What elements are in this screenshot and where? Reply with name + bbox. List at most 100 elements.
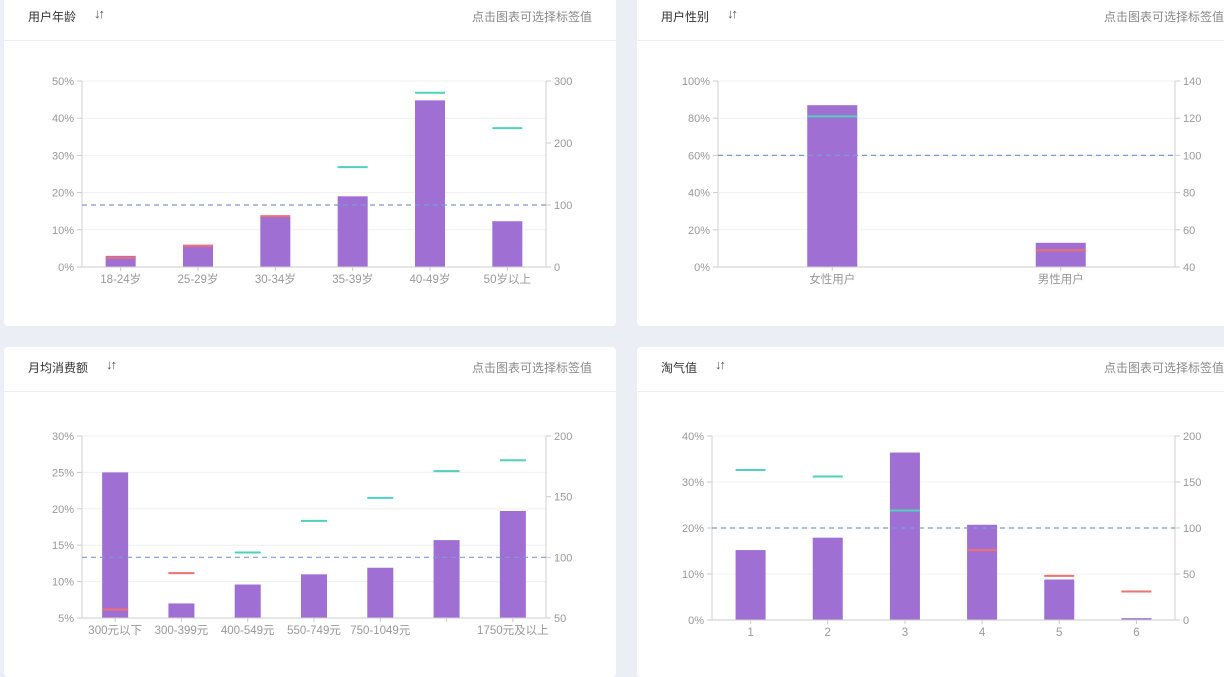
y-tick-label: 25% [52,467,74,479]
card-header: 用户年龄 ↓↑ 点击图表可选择标签值 [4,0,616,41]
bar [415,100,445,268]
sort-icon[interactable]: ↓↑ [727,6,738,21]
y-tick-label: 50% [52,76,74,88]
bar [337,196,368,267]
bar [499,510,526,618]
select-label-hint[interactable]: 点击图表可选择标签值 [1104,361,1224,375]
card-title: 月均消费额 [28,361,89,375]
bar [102,472,129,618]
x-tick-label: 550-749元 [287,625,341,637]
bar [1121,618,1152,620]
y-tick-label: 0% [58,262,74,274]
select-label-hint[interactable]: 点击图表可选择标签值 [471,10,592,24]
select-label-hint[interactable]: 点击图表可选择标签值 [471,361,592,375]
y-tick-label: 20% [52,188,74,200]
x-tick-label: 300元以下 [88,624,142,637]
y2-tick-label: 120 [1183,113,1201,125]
bar [301,574,327,618]
bar [889,452,920,620]
chart-naughty-value[interactable]: 40% 30% 20% 10% 0% 200 150 100 50 0 1 2 3 4 5 6 [637,347,1224,677]
y-tick-label: 5% [58,613,74,625]
y2-tick-label: 100 [554,552,572,564]
card-header: 月均消费额 ↓↑ 点击图表可选择标签值 [4,347,616,392]
bar [168,603,195,618]
y2-tick-label: 100 [554,200,572,212]
y2-tick-label: 50 [554,613,566,625]
x-tick-label: 男性用户 [1038,272,1084,286]
sort-icon[interactable]: ↓↑ [94,6,105,21]
x-tick-label: 400-549元 [221,625,275,637]
bar [812,537,843,620]
select-label-hint[interactable]: 点击图表可选择标签值 [1104,10,1224,24]
sort-icon[interactable]: ↓↑ [715,357,726,372]
y-tick-label: 80% [688,113,710,125]
x-tick-label: 50岁以上 [484,272,531,286]
x-tick-label: 女性用户 [809,272,855,286]
y-tick-label: 20% [688,225,710,237]
x-tick-label: 1750元及以上 [477,624,549,637]
y-tick-label: 30% [52,150,74,162]
y-tick-label: 0% [694,262,710,274]
card-header: 淘气值 ↓↑ 点击图表可选择标签值 [637,347,1224,392]
card-title: 淘气值 [661,361,698,375]
y-tick-label: 30% [682,477,704,489]
chart-monthly-spend[interactable]: 30% 25% 20% 15% 10% 5% 200 150 100 50 300元以下 300-39… [4,347,616,677]
y-tick-label: 40% [688,188,710,200]
chart-user-gender[interactable]: 100% 80% 60% 40% 20% 0% 140 120 100 80 60 40 女性用户 男性用… [637,0,1224,326]
x-tick-label: 2 [825,627,831,639]
x-tick-label: 300-399元 [155,625,209,637]
y2-tick-label: 0 [554,262,560,274]
y-tick-label: 40% [52,113,74,125]
y2-tick-label: 0 [1183,615,1189,627]
y2-tick-label: 50 [1183,569,1195,581]
card-header: 用户性别 ↓↑ 点击图表可选择标签值 [637,0,1224,41]
y2-tick-label: 200 [554,138,572,150]
y-tick-label: 10% [682,569,704,581]
y-tick-label: 100% [682,76,710,88]
x-tick-label: 35-39岁 [332,272,373,286]
bar [1035,242,1086,267]
bar [1044,579,1075,620]
y-tick-label: 15% [52,540,74,552]
bar [492,221,523,267]
y2-tick-label: 80 [1183,188,1195,200]
y2-tick-label: 200 [554,431,572,443]
bar [367,567,394,618]
bar [433,540,460,618]
bar [105,255,136,267]
bar [967,524,998,620]
y-tick-label: 0% [688,615,704,627]
y-tick-label: 20% [52,504,74,516]
chart-card-monthly-spend: 月均消费额 ↓↑ 点击图表可选择标签值 30% 25% 20% 15% 10% 5% 200… [4,347,616,677]
y-tick-label: 60% [688,150,710,162]
y2-tick-label: 40 [1183,262,1195,274]
x-tick-label: 40-49岁 [410,272,451,286]
chart-card-user-gender: 用户性别 ↓↑ 点击图表可选择标签值 100% 80% 60% 40% 20% 0% 140… [637,0,1224,326]
chart-card-naughty-value: 淘气值 ↓↑ 点击图表可选择标签值 40% 30% 20% 10% 0% 200 150 10… [637,347,1224,677]
bar [234,584,261,618]
y-tick-label: 10% [52,577,74,589]
y2-tick-label: 200 [1183,431,1201,443]
x-tick-label: 6 [1133,627,1139,639]
x-tick-label: 1 [747,627,753,639]
sort-icon[interactable]: ↓↑ [106,357,117,372]
y-tick-label: 10% [52,225,74,237]
x-tick-label: 750-1049元 [350,625,411,637]
bar [183,244,213,267]
y2-tick-label: 100 [1183,523,1201,535]
card-title: 用户年龄 [28,10,77,24]
x-tick-label: 4 [979,627,986,639]
y2-tick-label: 140 [1183,76,1201,88]
bar [735,550,766,620]
y2-tick-label: 100 [1183,150,1201,162]
bar [260,216,291,267]
y2-tick-label: 300 [554,76,572,88]
x-tick-label: 25-29岁 [178,272,219,286]
chart-user-age[interactable]: 50% 40% 30% 20% 10% 0% 300 200 100 0 18-24岁 25-29岁 3… [4,0,616,326]
y-tick-label: 40% [682,431,704,443]
y2-tick-label: 150 [554,492,572,504]
y-tick-label: 20% [682,523,704,535]
y-tick-label: 30% [52,431,74,443]
x-tick-label: 5 [1056,627,1062,639]
y2-tick-label: 150 [1183,477,1201,489]
